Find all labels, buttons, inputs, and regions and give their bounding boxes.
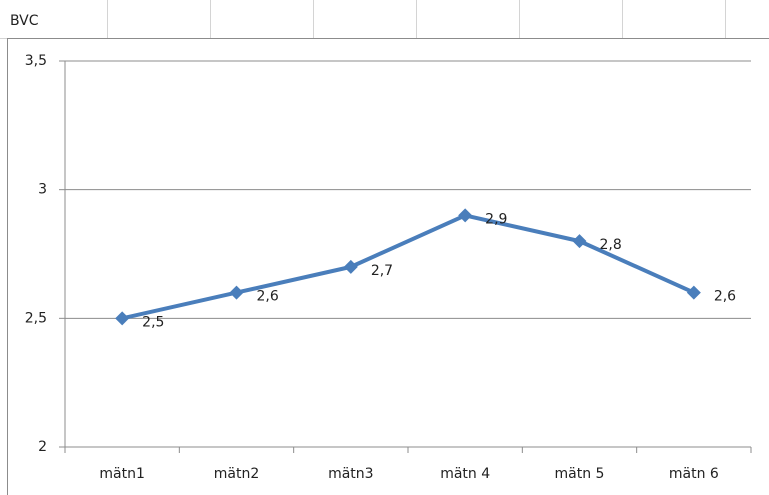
data-label: 2,7 [371,263,393,279]
data-label: 2,6 [714,289,736,305]
y-tick-label: 3,5 [25,53,47,69]
line [121,213,695,321]
marker [115,311,130,326]
marker [229,285,244,300]
data-label: 2,6 [257,289,279,305]
cell-grid [0,0,769,39]
y-tick-label: 2,5 [25,310,47,326]
y-tick-label: 2 [38,439,47,455]
x-tick-label: mätn3 [328,466,374,482]
marker [343,259,358,274]
data-label: 2,9 [485,211,507,227]
marker [686,285,701,300]
data-label: 2,5 [142,314,164,330]
chart-title: BVC [10,13,39,29]
x-tick-label: mätn 6 [669,466,719,482]
x-tick-label: mätn1 [99,466,145,482]
y-tick-label: 3 [38,182,47,198]
marker [572,234,587,249]
marker [458,208,473,223]
data-label: 2,8 [600,237,622,253]
x-tick-label: mätn 5 [555,466,605,482]
x-tick-label: mätn2 [214,466,260,482]
x-tick-label: mätn 4 [440,466,490,482]
chart-area [7,38,769,495]
